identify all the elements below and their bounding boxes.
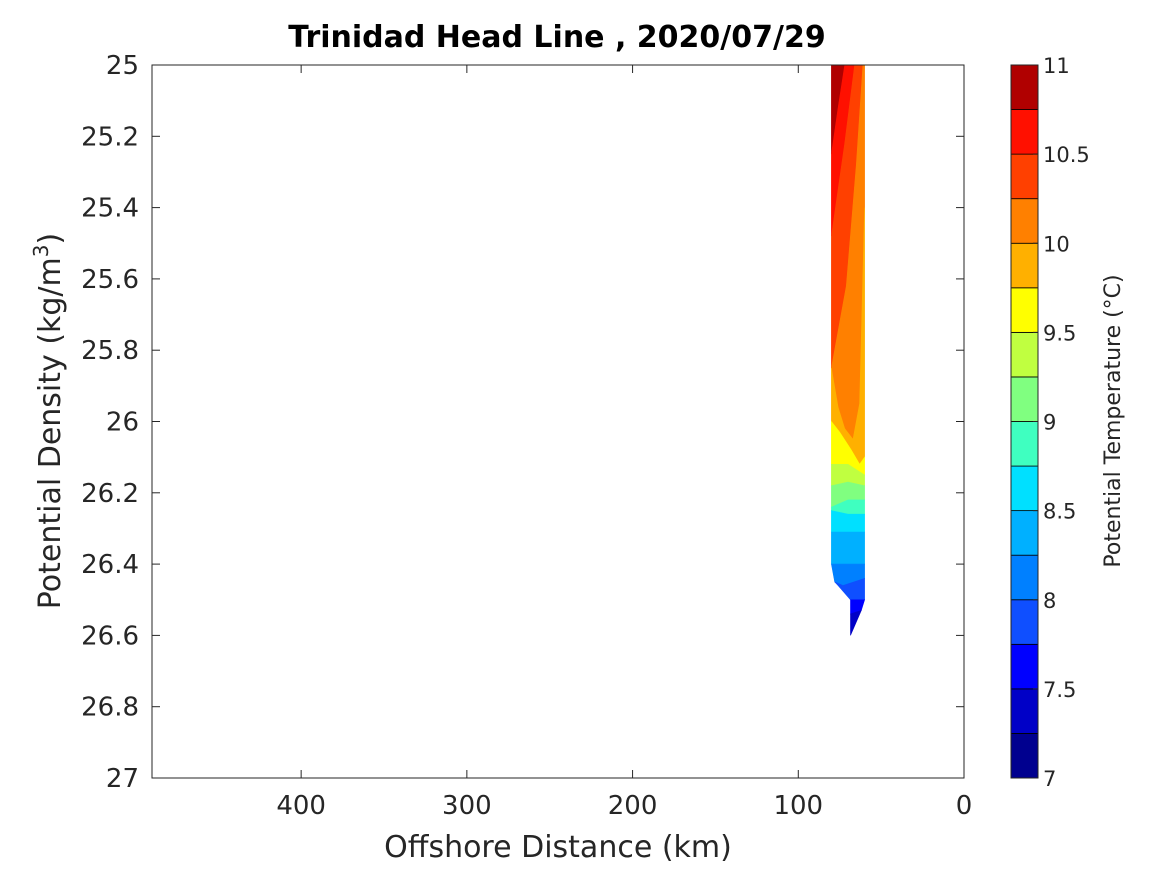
x-axis-label: Offshore Distance (km): [384, 830, 732, 865]
y-axis-label-close: ): [33, 233, 68, 245]
y-axis-label: Potential Density (kg/m3): [29, 233, 68, 609]
colorbar-segment: [1010, 688, 1039, 734]
colorbar-segment: [1010, 287, 1039, 333]
x-tick-label: 0: [956, 791, 973, 821]
colorbar-segment: [1010, 421, 1039, 467]
y-axis-label-main: Potential Density (kg/m: [33, 257, 68, 609]
colorbar-tick-label: 11: [1043, 54, 1070, 78]
colorbar-tick-label: 8.5: [1043, 500, 1076, 524]
colorbar-tick-label: 9.5: [1043, 321, 1076, 345]
y-tick-label: 27: [106, 764, 139, 794]
y-tick-label: 26.6: [81, 621, 139, 651]
y-tick-label: 25.8: [81, 336, 139, 366]
colorbar-segment: [1010, 376, 1039, 422]
chart-title: Trinidad Head Line , 2020/07/29: [288, 20, 825, 55]
colorbar-tick-label: 7: [1043, 767, 1056, 791]
y-tick-label: 26.4: [81, 550, 139, 580]
colorbar-segment: [1010, 643, 1039, 690]
x-axis: 400 300 200 100 0: [276, 65, 972, 821]
colorbar-label: Potential Temperature (°C): [1101, 274, 1126, 567]
colorbar-tick-label: 8: [1043, 589, 1056, 613]
colorbar-tick-label: 10: [1043, 232, 1070, 256]
y-axis: 25 25.2 25.4 25.6 25.8 26 26.2 26.4 26.6 26.8 27: [81, 51, 964, 794]
y-axis-label-superscript: 3: [29, 244, 53, 257]
colorbar-segment: [1010, 733, 1039, 779]
colorbar-segment: [1010, 109, 1039, 155]
colorbar-segment: [1010, 242, 1039, 289]
y-tick-label: 25.4: [81, 194, 139, 224]
x-tick-label: 100: [773, 791, 823, 821]
contour-fill-layer: [831, 64, 866, 636]
colorbar-tick-label: 9: [1043, 411, 1056, 435]
colorbar-segment: [1010, 554, 1039, 601]
y-tick-label: 25.2: [81, 122, 139, 152]
colorbar-segment: [1010, 153, 1039, 200]
x-tick-label: 300: [442, 791, 492, 821]
y-tick-label: 26.2: [81, 479, 139, 509]
colorbar-tick-label: 10.5: [1043, 143, 1090, 167]
colorbar-ticks: 7 7.5 8 8.5 9 9.5 10 10.5 11: [1033, 54, 1090, 791]
colorbar-segment: [1010, 64, 1039, 110]
contour-region-8_5: [831, 510, 865, 533]
colorbar-segment: [1010, 465, 1039, 512]
colorbar-segment: [1010, 198, 1039, 244]
colorbar-segment: [1010, 510, 1039, 556]
y-tick-label: 25.6: [81, 265, 139, 295]
x-tick-label: 200: [608, 791, 658, 821]
contour-region-7_25: [850, 609, 862, 636]
x-tick-label: 400: [276, 791, 326, 821]
y-tick-label: 26: [106, 408, 139, 438]
colorbar: [1010, 64, 1039, 779]
contour-region-8_25: [831, 531, 865, 565]
y-tick-label: 26.8: [81, 693, 139, 723]
colorbar-segment: [1010, 331, 1039, 378]
colorbar-segment: [1010, 599, 1039, 645]
y-tick-label: 25: [106, 51, 139, 81]
colorbar-tick-label: 7.5: [1043, 678, 1076, 702]
